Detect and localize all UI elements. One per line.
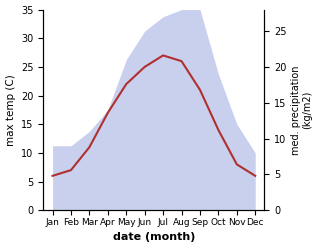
Y-axis label: max temp (C): max temp (C): [5, 74, 16, 146]
Y-axis label: med. precipitation
(kg/m2): med. precipitation (kg/m2): [291, 65, 313, 155]
X-axis label: date (month): date (month): [113, 232, 195, 243]
